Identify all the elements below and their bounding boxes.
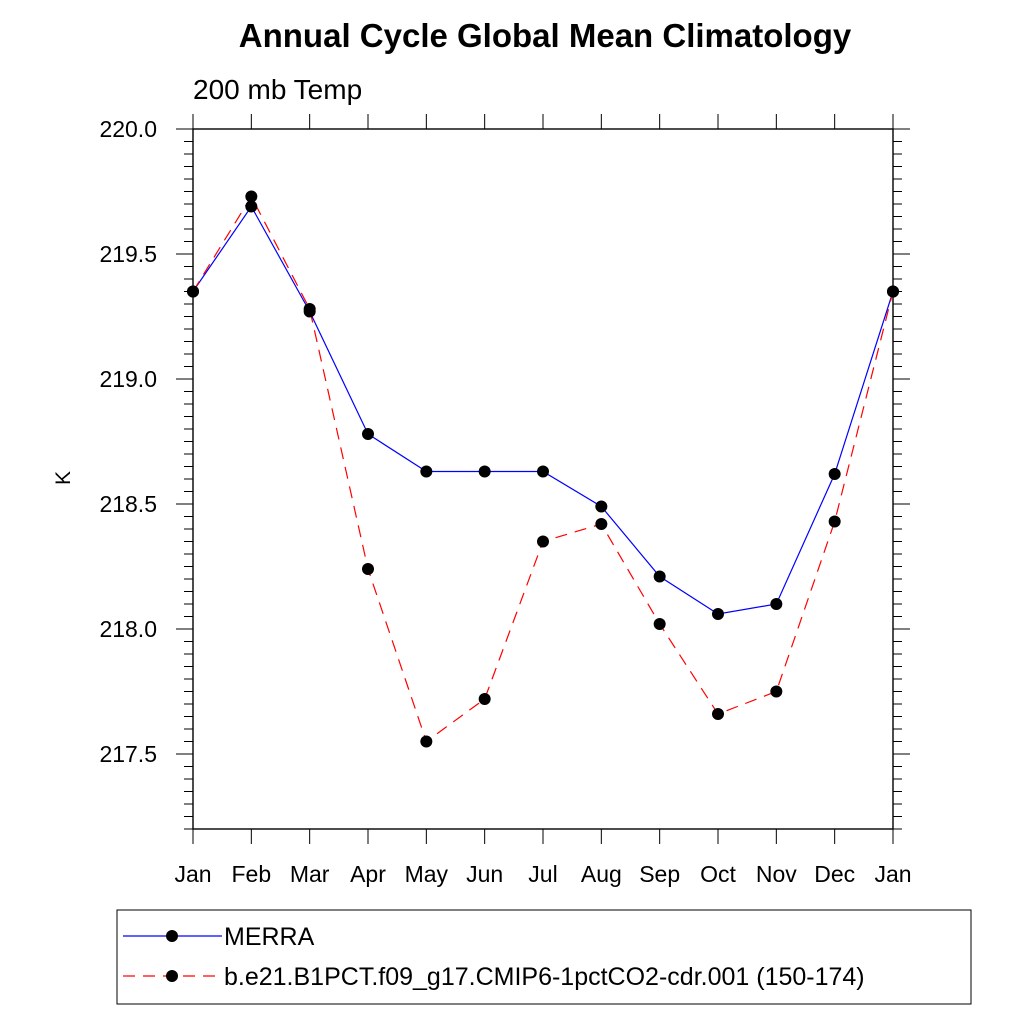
y-tick-label: 217.5 (99, 741, 157, 767)
series-0-point (537, 465, 549, 478)
x-tick-label: Jun (466, 861, 503, 887)
series-1-point (595, 518, 608, 530)
series-layer (187, 190, 899, 748)
y-tick-label: 220.0 (99, 116, 157, 142)
y-tick-label: 219.5 (99, 241, 157, 267)
series-1-point (420, 735, 433, 748)
x-tick-label: May (405, 861, 449, 887)
plot-frame (192, 128, 894, 830)
x-tick-label: Feb (232, 861, 272, 887)
x-tick-label: Jan (874, 861, 911, 887)
series-0-point (828, 468, 841, 480)
series-0-point (245, 200, 258, 213)
y-tick-label: 218.0 (99, 616, 157, 642)
y-tick-label: 218.5 (99, 491, 157, 517)
series-1-point (187, 285, 199, 298)
series-0-point (362, 428, 374, 440)
series-1-point (478, 693, 491, 705)
series-1-point (537, 535, 549, 548)
legend-label-model: b.e21.B1PCT.f09_g17.CMIP6-1pctCO2-cdr.00… (224, 963, 865, 991)
series-1-point (245, 190, 258, 203)
series-0-point (653, 570, 666, 583)
legend-marker-model (166, 970, 178, 982)
x-tick-label: Nov (756, 861, 797, 887)
x-tick-label: Oct (700, 861, 736, 887)
legend-label-merra: MERRA (224, 923, 315, 951)
series-0-point (420, 465, 433, 478)
series-line-0 (192, 205, 894, 615)
y-axis-ticks: 217.5 218.0 218.5 219.0 219.5 220.0 (99, 116, 910, 830)
series-0-point (595, 500, 608, 513)
x-tick-label: Dec (814, 861, 855, 887)
series-1-point (887, 285, 899, 298)
legend: MERRA b.e21.B1PCT.f09_g17.CMIP6-1pctCO2-… (116, 909, 972, 1005)
y-axis-label: K (52, 471, 75, 485)
series-0-point (770, 598, 783, 610)
x-tick-label: Aug (581, 861, 622, 887)
series-1-point (303, 303, 316, 315)
series-0-point (712, 608, 724, 620)
series-1-point (770, 685, 783, 698)
x-tick-label: Apr (350, 861, 386, 887)
x-axis-ticks: Jan Feb Mar Apr May Jun Jul Aug Sep Oct Nov Dec Jan (174, 114, 912, 887)
legend-box (116, 909, 972, 1005)
x-tick-label: Mar (290, 861, 330, 887)
series-1-point (653, 618, 666, 630)
series-1-point (362, 563, 374, 575)
chart-title: Annual Cycle Global Mean Climatology (239, 17, 852, 54)
chart-subtitle: 200 mb Temp (193, 74, 362, 105)
series-1-point (712, 708, 724, 720)
x-tick-label: Sep (639, 861, 680, 887)
series-1-point (828, 515, 841, 528)
legend-marker-merra (166, 930, 178, 942)
x-tick-label: Jul (528, 861, 557, 887)
y-tick-label: 219.0 (99, 366, 157, 392)
series-0-point (478, 465, 491, 478)
x-tick-label: Jan (174, 861, 211, 887)
